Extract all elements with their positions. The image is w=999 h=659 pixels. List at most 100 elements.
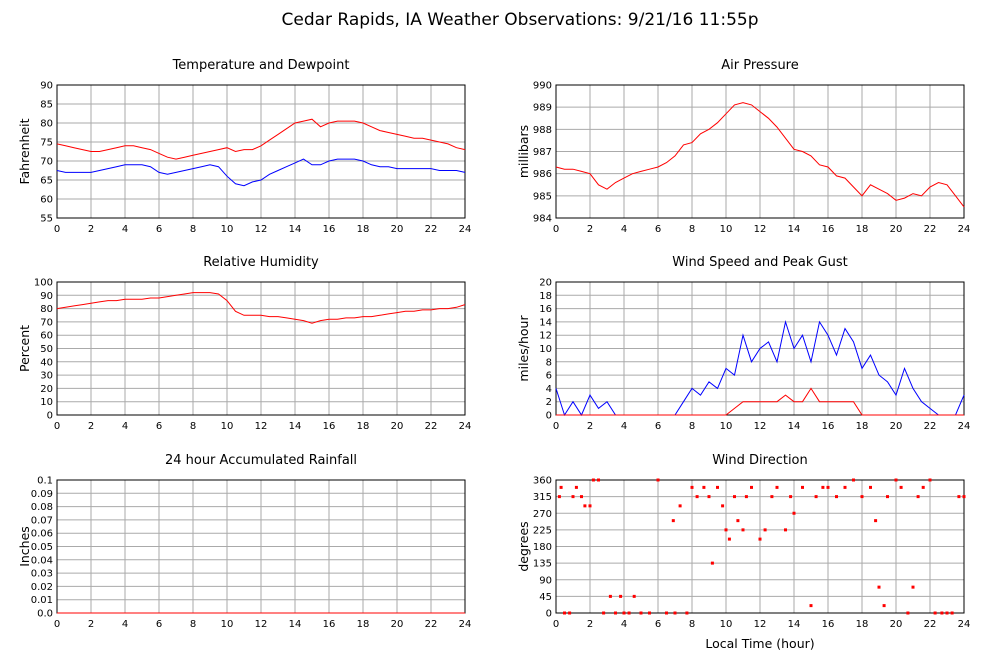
y-tick-label: 60 [40, 195, 53, 206]
point [557, 495, 561, 499]
x-tick-label: 18 [856, 224, 869, 235]
point [789, 495, 793, 499]
x-tick-label: 6 [156, 224, 162, 235]
y-tick-label: 45 [539, 592, 552, 603]
point [886, 495, 889, 499]
x-tick-label: 22 [924, 421, 937, 432]
point [744, 495, 748, 499]
x-tick-label: 8 [689, 619, 695, 630]
point [940, 611, 944, 615]
x-tick-label: 4 [621, 224, 627, 235]
series-line [56, 118, 466, 160]
point [619, 594, 623, 598]
x-tick-label: 12 [754, 619, 767, 630]
point [906, 611, 910, 615]
x-tick-label: 6 [655, 224, 661, 235]
x-tick-label: 20 [890, 421, 903, 432]
y-tick-label: 60 [40, 331, 53, 342]
x-tick-label: 14 [788, 421, 801, 432]
x-tick-label: 0 [54, 224, 60, 235]
point [899, 485, 903, 489]
point [962, 495, 966, 499]
x-tick-label: 8 [689, 421, 695, 432]
point [622, 611, 626, 615]
y-tick-label: 4 [546, 384, 552, 395]
x-tick-label: 2 [88, 619, 94, 630]
x-tick-label: 6 [655, 421, 661, 432]
point [852, 478, 855, 482]
point [736, 519, 740, 523]
point [639, 611, 643, 615]
y-tick-label: 30 [40, 371, 53, 382]
y-tick-label: 40 [40, 357, 53, 368]
x-tick-label: 8 [689, 224, 695, 235]
plot-frame [555, 281, 965, 416]
y-tick-label: 100 [34, 278, 53, 289]
point [721, 504, 725, 508]
point [627, 611, 631, 615]
point [874, 519, 878, 523]
x-tick-label: 10 [221, 421, 234, 432]
x-tick-label: 12 [255, 421, 268, 432]
x-tick-label: 16 [323, 224, 336, 235]
y-tick-label: 0.04 [31, 555, 53, 566]
plot-frame [56, 281, 466, 416]
series-line [555, 102, 965, 208]
x-tick-label: 8 [190, 224, 196, 235]
x-tick-label: 24 [958, 224, 971, 235]
y-tick-label: 180 [533, 542, 552, 553]
x-tick-label: 10 [720, 619, 733, 630]
plot-frame [555, 84, 965, 219]
y-tick-label: 360 [533, 476, 552, 487]
x-tick-label: 18 [856, 421, 869, 432]
x-tick-label: 16 [822, 421, 835, 432]
y-tick-label: 0 [47, 411, 53, 422]
point [945, 611, 949, 615]
point [583, 504, 587, 508]
point [580, 495, 583, 499]
y-tick-label: 989 [533, 103, 552, 114]
y-tick-label: 85 [40, 100, 53, 111]
point [921, 485, 925, 489]
x-tick-label: 18 [357, 224, 370, 235]
x-tick-label: 0 [54, 619, 60, 630]
point [563, 611, 566, 615]
panel-title: Relative Humidity [203, 255, 319, 270]
point [784, 528, 787, 532]
point [707, 495, 711, 499]
x-tick-label: 24 [459, 224, 472, 235]
point [716, 485, 719, 489]
y-tick-label: 6 [546, 371, 552, 382]
point [678, 504, 682, 508]
point [591, 478, 595, 482]
x-tick-label: 8 [190, 421, 196, 432]
point [775, 485, 779, 489]
y-tick-label: 16 [539, 304, 552, 315]
point [860, 495, 864, 499]
x-tick-label: 18 [357, 619, 370, 630]
point [770, 495, 774, 499]
x-tick-label: 20 [391, 421, 404, 432]
x-tick-label: 16 [822, 619, 835, 630]
x-tick-label: 10 [720, 224, 733, 235]
x-tick-label: 14 [788, 224, 801, 235]
y-tick-label: 987 [533, 147, 552, 158]
point [911, 585, 915, 589]
y-tick-label: 986 [533, 169, 552, 180]
point [916, 495, 920, 499]
x-tick-label: 10 [720, 421, 733, 432]
x-tick-label: 14 [788, 619, 801, 630]
x-tick-label: 22 [425, 619, 438, 630]
x-tick-label: 12 [255, 224, 268, 235]
x-tick-label: 22 [924, 224, 937, 235]
y-tick-label: 135 [533, 559, 552, 570]
y-tick-label: 90 [40, 291, 53, 302]
panel-title: Wind Direction [712, 453, 808, 468]
x-axis-label: Local Time (hour) [705, 636, 814, 651]
point [690, 485, 694, 489]
point [809, 604, 813, 608]
plot-frame [555, 479, 965, 614]
x-tick-label: 22 [425, 421, 438, 432]
point [814, 495, 818, 499]
